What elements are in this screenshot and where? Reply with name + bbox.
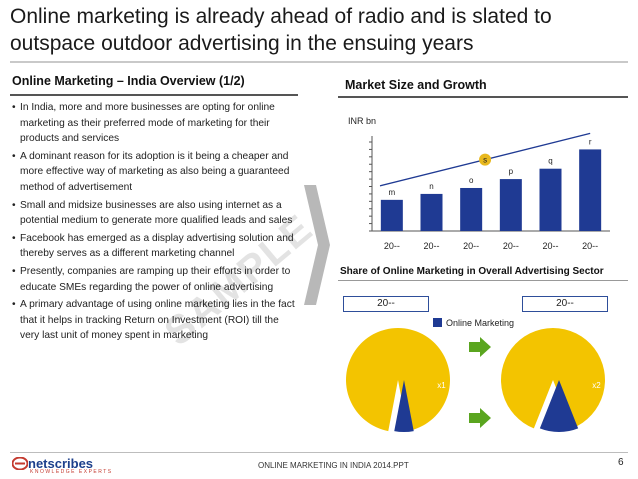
legend-swatch <box>433 318 442 327</box>
pie-slice-label: x2 <box>592 381 601 390</box>
bar-data-label: m <box>388 188 395 197</box>
page-title: Online marketing is already ahead of rad… <box>10 5 552 55</box>
overview-heading-rule <box>10 94 298 96</box>
bar-data-label: p <box>509 167 514 176</box>
bar <box>499 179 522 231</box>
bullet-icon: • <box>12 199 16 211</box>
bullet-icon: • <box>12 150 16 162</box>
x-tick-label: 20-- <box>423 241 439 251</box>
share-title-rule <box>338 280 628 281</box>
trend-label: s <box>483 156 487 165</box>
pie-year-label-1: 20-- <box>343 296 429 312</box>
pie-slice-online <box>539 380 579 432</box>
bar-data-label: q <box>548 157 552 166</box>
list-item: • Small and midsize businesses are also u… <box>12 198 297 229</box>
logo-text: netscribes <box>28 456 94 471</box>
pie-slice-other <box>501 328 605 429</box>
market-heading: Market Size and Growth <box>345 78 487 92</box>
pie-year-label-2: 20-- <box>522 296 608 312</box>
footer-rule <box>10 452 628 453</box>
pie-slice-label: x1 <box>437 381 446 390</box>
list-item: • In India, more and more businesses are … <box>12 100 297 147</box>
x-tick-label: 20-- <box>463 241 479 251</box>
bar-data-label: n <box>429 182 433 191</box>
bullet-icon: • <box>12 265 16 277</box>
pie-legend: Online Marketing <box>433 318 514 328</box>
pie-chart-1: x1 <box>346 328 450 432</box>
bullet-text: A dominant reason for its adoption is it… <box>20 150 290 193</box>
market-heading-rule <box>338 96 628 98</box>
pie-chart-2: x2 <box>501 328 605 432</box>
arrow-right-icon <box>469 337 491 357</box>
bullet-text: A primary advantage of using online mark… <box>20 299 295 342</box>
pie-slice-other <box>346 328 450 432</box>
logo-mark-icon <box>11 456 29 471</box>
x-tick-label: 20-- <box>582 241 598 251</box>
overview-heading: Online Marketing – India Overview (1/2) <box>12 74 245 88</box>
bar <box>539 168 562 231</box>
pie-slice-online <box>394 380 414 432</box>
x-tick-label: 20-- <box>542 241 558 251</box>
netscribes-logo: netscribes KNOWLEDGE EXPERTS <box>11 456 113 475</box>
bullet-icon: • <box>12 299 16 311</box>
bullet-text: Facebook has emerged as a display advert… <box>20 232 294 260</box>
x-tick-label: 20-- <box>384 241 400 251</box>
bar <box>380 199 403 231</box>
bullet-text: Small and midsize businesses are also us… <box>20 199 293 227</box>
arrow-right-icon <box>469 408 491 428</box>
legend-label: Online Marketing <box>446 318 515 328</box>
bar <box>420 193 443 231</box>
x-tick-label: 20-- <box>503 241 519 251</box>
bullet-icon: • <box>12 102 16 113</box>
bullet-text: Presently, companies are ramping up thei… <box>20 265 291 293</box>
list-item: • Facebook has emerged as a display adver… <box>12 231 297 262</box>
trend-marker <box>479 153 492 166</box>
y-axis-label: INR bn <box>348 116 376 126</box>
list-item: • A dominant reason for its adoption is i… <box>12 149 297 196</box>
chevron-right-icon <box>304 185 330 305</box>
overview-bullet-list: • In India, more and more businesses are … <box>12 100 297 346</box>
bar <box>460 187 483 231</box>
list-item: • Presently, companies are ramping up the… <box>12 264 297 295</box>
bullet-icon: • <box>12 232 16 244</box>
footer-document-name: ONLINE MARKETING IN INDIA 2014.PPT <box>258 461 409 470</box>
bar <box>579 149 602 231</box>
bar-data-label: r <box>589 137 592 146</box>
page-number: 6 <box>618 457 624 468</box>
list-item: • A primary advantage of using online mar… <box>12 297 297 344</box>
share-chart-title: Share of Online Marketing in Overall Adv… <box>340 266 604 277</box>
logo-tagline: KNOWLEDGE EXPERTS <box>30 469 113 475</box>
market-size-bar-chart: INR bn m 20-- n 20-- o 20-- p 20-- q 20-- r 20-- s <box>348 116 610 251</box>
title-rule <box>10 61 628 63</box>
bullet-text: In India, more and more businesses are o… <box>20 102 275 145</box>
bar-data-label: o <box>469 176 474 185</box>
